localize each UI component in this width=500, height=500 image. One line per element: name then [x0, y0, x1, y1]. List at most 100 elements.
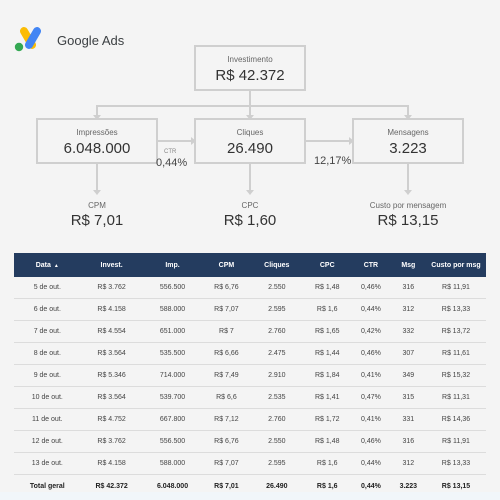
table-cell: R$ 13,33: [426, 298, 486, 321]
col-header-cpm[interactable]: CPM: [202, 253, 251, 277]
kpi-value: 26.490: [227, 140, 273, 157]
col-header-imp[interactable]: Imp.: [142, 253, 203, 277]
funnel-connectors: [93, 91, 412, 195]
table-cell: 0,42%: [351, 320, 391, 343]
table-cell: 331: [390, 408, 426, 431]
total-cell: 26.490: [250, 474, 304, 497]
table-cell: 0,44%: [351, 452, 391, 475]
table-cell: 556.500: [142, 277, 203, 299]
table-cell: R$ 1,6: [303, 298, 352, 321]
table-cell: R$ 1,84: [303, 364, 352, 387]
table-row: 9 de out. R$ 5.346 714.000 R$ 7,49 2.910 R$ 1…: [14, 364, 486, 387]
table-cell: R$ 3.762: [80, 277, 143, 299]
table-row: 7 de out. R$ 4.554 651.000 R$ 7 2.760 R$ 1,65…: [14, 320, 486, 343]
col-header-invest[interactable]: Invest.: [80, 253, 143, 277]
table-cell: 10 de out.: [14, 386, 81, 409]
table-cell: 588.000: [142, 452, 203, 475]
table-cell: R$ 3.564: [80, 386, 143, 409]
table-cell: R$ 11,61: [426, 342, 486, 365]
table-cell: R$ 4.554: [80, 320, 143, 343]
table-row: 13 de out. R$ 4.158 588.000 R$ 7,07 2.595 R$ …: [14, 452, 486, 475]
table-cell: R$ 6,66: [202, 342, 251, 365]
table-cell: 539.700: [142, 386, 203, 409]
table-cell: R$ 7,49: [202, 364, 251, 387]
ctr-value: 0,44%: [156, 157, 188, 169]
table-cell: 8 de out.: [14, 342, 81, 365]
table-cell: 0,46%: [351, 430, 391, 453]
table-cell: R$ 7,12: [202, 408, 251, 431]
table-cell: R$ 1,6: [303, 452, 352, 475]
col-header-ctr[interactable]: CTR: [351, 253, 391, 277]
total-cell: R$ 42.372: [80, 474, 143, 497]
total-cell: Total geral: [14, 474, 81, 497]
table-cell: 0,44%: [351, 298, 391, 321]
brand-name: Google Ads: [57, 33, 125, 48]
table-cell: 312: [390, 452, 426, 475]
table-total-row: Total geral R$ 42.372 6.048.000 R$ 7,01 …: [14, 474, 486, 497]
table-cell: R$ 13,33: [426, 452, 486, 475]
kpi-label: Cliques: [236, 128, 264, 137]
table-cell: R$ 1,65: [303, 320, 352, 343]
ctr-label: CTR: [164, 149, 177, 155]
table-cell: R$ 3.564: [80, 342, 143, 365]
kpi-mensagens: Mensagens 3.223: [352, 118, 464, 164]
table-cell: R$ 13,72: [426, 320, 486, 343]
sort-ascending-icon: ▲: [53, 262, 59, 269]
table-cell: R$ 6,76: [202, 277, 251, 299]
table-cell: 6 de out.: [14, 298, 81, 321]
table-cell: 667.800: [142, 408, 203, 431]
table-cell: 0,46%: [351, 342, 391, 365]
table-cell: 651.000: [142, 320, 203, 343]
metric-value: R$ 13,15: [377, 212, 439, 229]
table-cell: 2.910: [250, 364, 304, 387]
kpi-value: 3.223: [389, 140, 427, 157]
table-cell: R$ 3.762: [80, 430, 143, 453]
table-cell: 588.000: [142, 298, 203, 321]
total-cell: R$ 7,01: [202, 474, 251, 497]
total-cell: 6.048.000: [142, 474, 203, 497]
col-header-custo-por-msg[interactable]: Custo por msg: [426, 253, 486, 277]
table-cell: R$ 7,07: [202, 298, 251, 321]
metric-custo-por-mensagem: Custo por mensagem R$ 13,15: [352, 201, 464, 229]
table-cell: 307: [390, 342, 426, 365]
table-cell: R$ 11,91: [426, 430, 486, 453]
table-cell: 12 de out.: [14, 430, 81, 453]
col-header-cpc[interactable]: CPC: [303, 253, 352, 277]
table-cell: 349: [390, 364, 426, 387]
table-header-row: Data ▲ Invest. Imp. CPM Cliques CPC CTR M…: [14, 253, 486, 277]
kpi-label: Impressões: [76, 128, 118, 137]
table-cell: R$ 4.752: [80, 408, 143, 431]
metric-value: R$ 1,60: [223, 212, 277, 229]
table-cell: 2.550: [250, 430, 304, 453]
kpi-value: R$ 42.372: [215, 67, 285, 84]
total-cell: R$ 13,15: [426, 474, 486, 497]
table-cell: 0,41%: [351, 408, 391, 431]
table-cell: R$ 11,91: [426, 277, 486, 299]
total-cell: R$ 1,6: [303, 474, 352, 497]
kpi-label: Investimento: [227, 55, 273, 64]
table-row: 8 de out. R$ 3.564 535.500 R$ 6,66 2.475 R$ 1…: [14, 342, 486, 365]
table-cell: R$ 4.158: [80, 298, 143, 321]
conversion-rate: 12,17%: [314, 155, 352, 167]
table-cell: 2.760: [250, 408, 304, 431]
google-ads-logo-icon: [14, 27, 41, 52]
metric-label: CPM: [88, 201, 106, 210]
table-cell: R$ 11,31: [426, 386, 486, 409]
table-cell: 535.500: [142, 342, 203, 365]
table-cell: 2.475: [250, 342, 304, 365]
table-cell: R$ 1,44: [303, 342, 352, 365]
total-cell: 0,44%: [351, 474, 391, 497]
col-header-msg[interactable]: Msg: [390, 253, 426, 277]
table-cell: 0,41%: [351, 364, 391, 387]
total-cell: 3.223: [390, 474, 426, 497]
table-cell: 316: [390, 277, 426, 299]
col-header-cliques[interactable]: Cliques: [250, 253, 304, 277]
table-cell: R$ 1,41: [303, 386, 352, 409]
col-header-data[interactable]: Data ▲: [14, 253, 81, 277]
daily-table: Data ▲ Invest. Imp. CPM Cliques CPC CTR M…: [14, 253, 486, 497]
metric-value: R$ 7,01: [70, 212, 124, 229]
table-cell: R$ 4.158: [80, 452, 143, 475]
table-cell: 7 de out.: [14, 320, 81, 343]
table-cell: 11 de out.: [14, 408, 81, 431]
table-row: 12 de out. R$ 3.762 556.500 R$ 6,76 2.550 R$ …: [14, 430, 486, 453]
